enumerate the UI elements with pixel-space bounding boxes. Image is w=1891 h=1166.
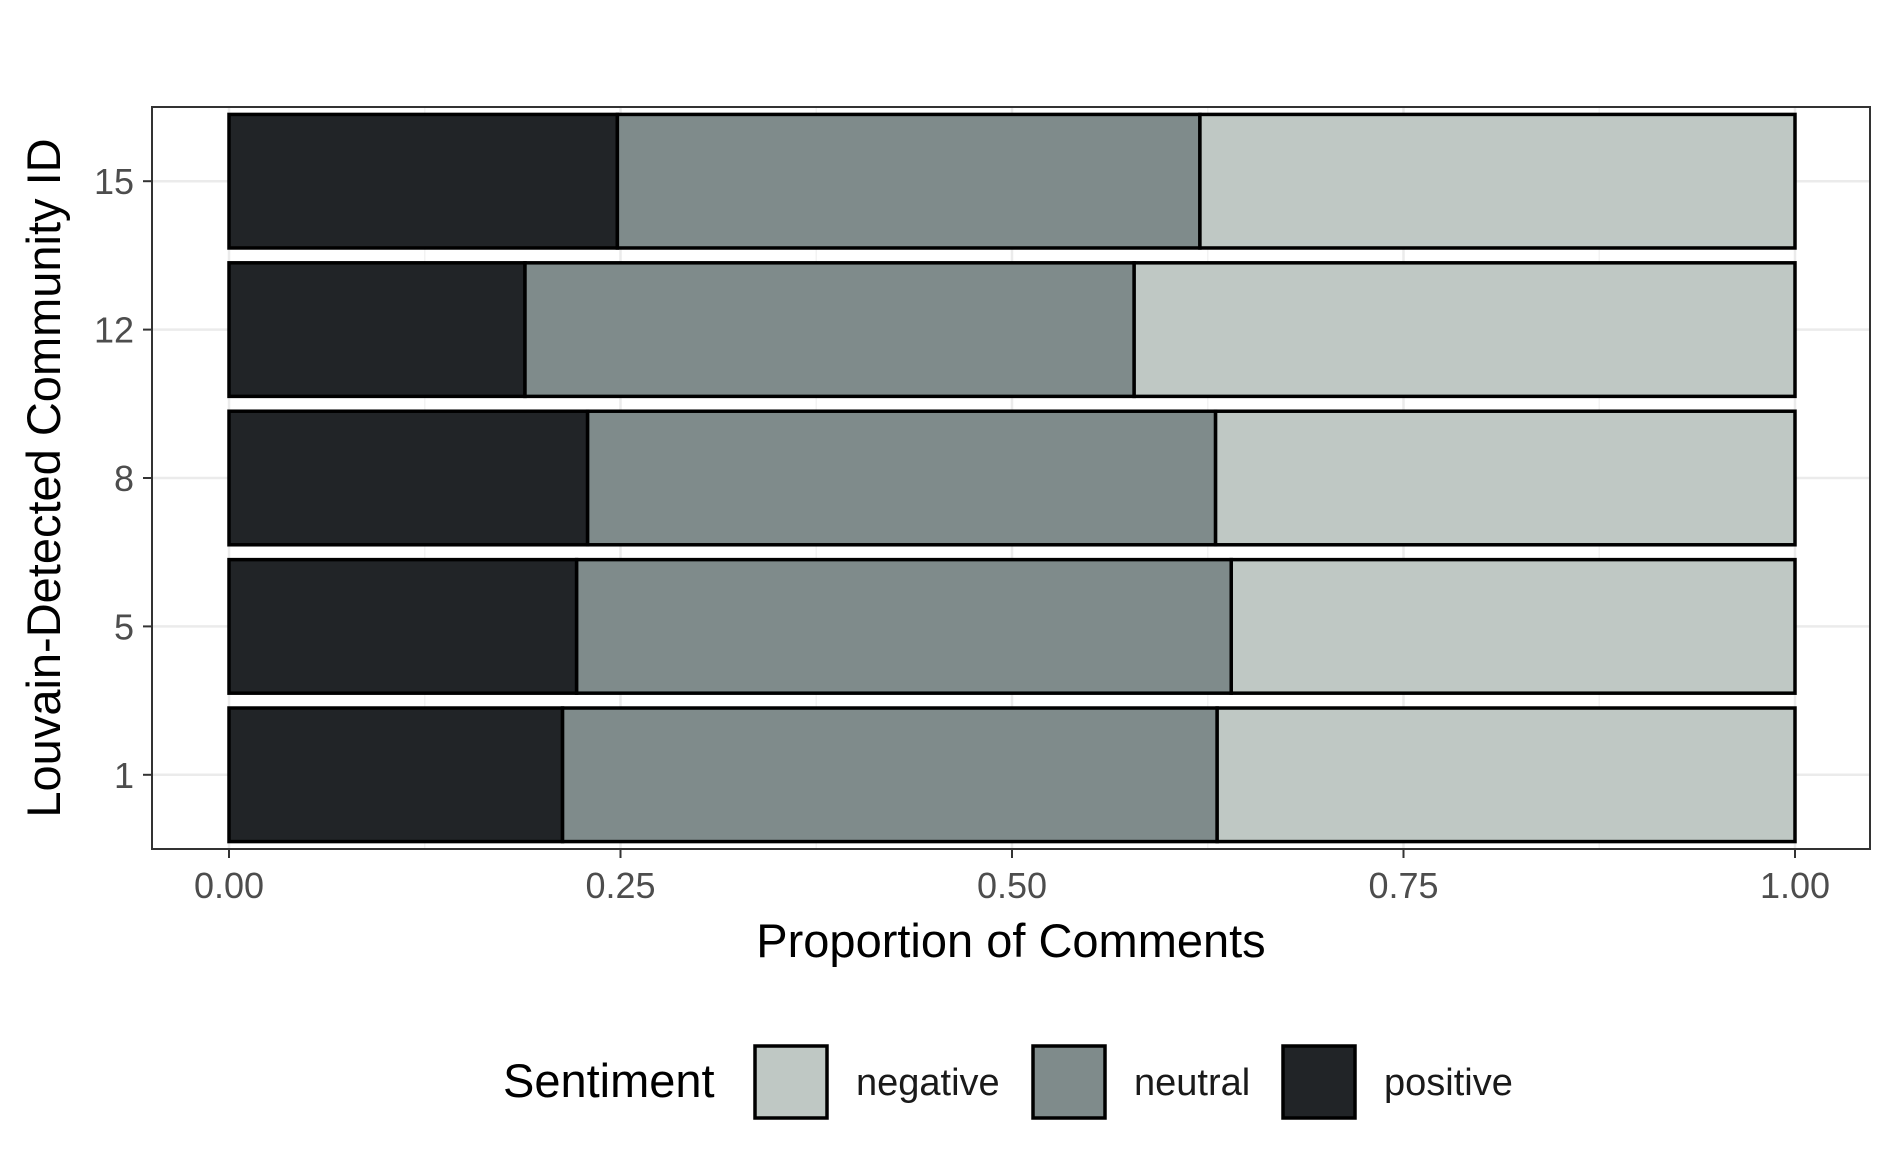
- y-tick-label: 8: [114, 458, 134, 499]
- x-tick-label: 0.75: [1368, 865, 1438, 906]
- bar-segment-neutral-community-1: [560, 706, 1219, 844]
- y-tick-label: 5: [114, 606, 134, 647]
- bars: [227, 112, 1797, 844]
- bar-segment-positive-community-5: [227, 557, 579, 695]
- legend-key-positive: [1281, 1044, 1357, 1120]
- legend-label-neutral: neutral: [1134, 1062, 1250, 1104]
- bar-segment-positive-community-1: [227, 706, 565, 844]
- bar-segment-neutral-community-12: [523, 261, 1136, 399]
- x-tick-label: 0.50: [977, 865, 1047, 906]
- y-tick-label: 1: [114, 755, 134, 796]
- bar-segment-negative-community-15: [1198, 112, 1797, 250]
- x-tick-label: 0.00: [194, 865, 264, 906]
- legend-title: Sentiment: [503, 1054, 715, 1107]
- legend-key-negative: [753, 1044, 829, 1120]
- bar-segment-positive-community-12: [227, 261, 527, 399]
- bar-segment-neutral-community-15: [615, 112, 1202, 250]
- bar-segment-negative-community-8: [1213, 409, 1797, 547]
- legend: Sentiment negative neutral positive: [503, 1044, 1513, 1120]
- legend-label-positive: positive: [1384, 1062, 1513, 1104]
- bar-segment-neutral-community-5: [574, 557, 1233, 695]
- bar-segment-neutral-community-8: [585, 409, 1218, 547]
- bar-segment-negative-community-12: [1132, 261, 1797, 399]
- y-axis-title: Louvain-Detected Community ID: [17, 138, 70, 817]
- bar-segment-negative-community-1: [1215, 706, 1797, 844]
- bar-segment-positive-community-8: [227, 409, 590, 547]
- y-tick-label: 15: [94, 161, 134, 202]
- bar-segment-negative-community-5: [1229, 557, 1797, 695]
- legend-label-negative: negative: [856, 1062, 1000, 1104]
- x-axis-title: Proportion of Comments: [756, 914, 1265, 967]
- legend-key-neutral: [1031, 1044, 1107, 1120]
- bar-segment-positive-community-15: [227, 112, 620, 250]
- y-tick-label: 12: [94, 310, 134, 351]
- x-axis: 0.00 0.25 0.50 0.75 1.00: [194, 849, 1830, 906]
- x-tick-label: 0.25: [585, 865, 655, 906]
- x-tick-label: 1.00: [1760, 865, 1830, 906]
